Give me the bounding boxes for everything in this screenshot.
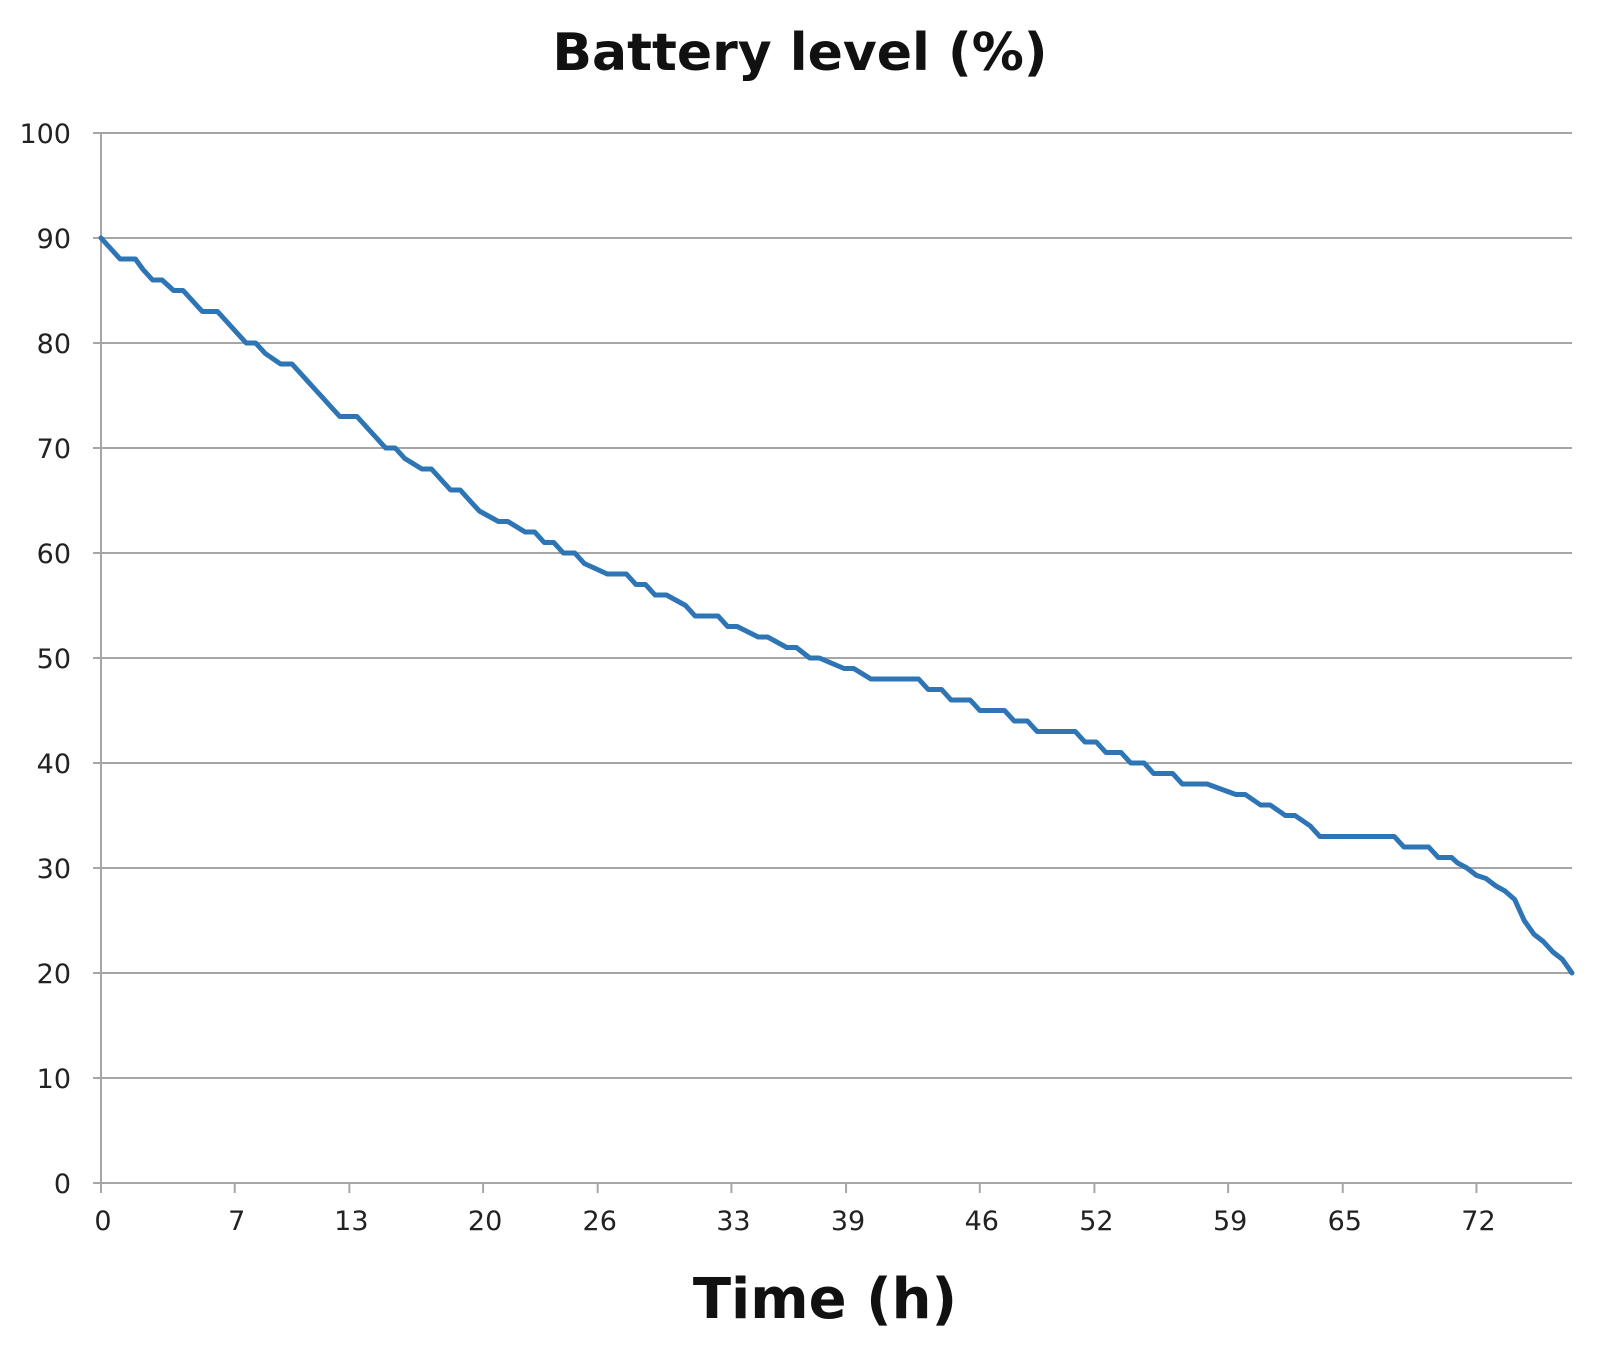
y-tick-label: 90 <box>37 224 71 255</box>
y-tick-label: 40 <box>37 749 71 780</box>
y-tick-label: 30 <box>37 854 71 885</box>
y-tick-label: 50 <box>37 644 71 675</box>
y-tick-label: 20 <box>37 959 71 990</box>
x-tick-label: 33 <box>716 1206 750 1237</box>
x-tick-label: 13 <box>334 1206 368 1237</box>
axes <box>93 132 1572 1193</box>
x-tick-label: 52 <box>1079 1206 1113 1237</box>
x-tick-label: 26 <box>583 1206 617 1237</box>
x-tick-label: 59 <box>1213 1206 1247 1237</box>
gridlines <box>101 132 1572 1079</box>
y-tick-label: 100 <box>19 119 71 150</box>
x-tick-label: 0 <box>94 1206 111 1237</box>
y-tick-labels: 0 10 20 30 40 50 60 70 80 90 100 <box>19 119 71 1200</box>
x-tick-label: 20 <box>468 1206 502 1237</box>
y-tick-label: 10 <box>37 1064 71 1095</box>
y-tick-label: 0 <box>54 1169 71 1200</box>
y-tick-label: 80 <box>37 329 71 360</box>
x-tick-label: 46 <box>965 1206 999 1237</box>
x-tick-label: 65 <box>1328 1206 1362 1237</box>
y-tick-label: 60 <box>37 539 71 570</box>
series-layer <box>98 235 1575 976</box>
x-tick-labels: 0 7 13 20 26 33 39 46 52 59 65 72 <box>94 1206 1495 1237</box>
x-axis-title: Time (h) <box>693 1267 957 1332</box>
chart-title: Battery level (%) <box>552 23 1047 83</box>
x-tick-label: 7 <box>228 1206 245 1237</box>
x-tick-label: 72 <box>1461 1206 1495 1237</box>
y-tick-label: 70 <box>37 434 71 465</box>
battery-level-line <box>98 235 1575 976</box>
x-tick-label: 39 <box>831 1206 865 1237</box>
